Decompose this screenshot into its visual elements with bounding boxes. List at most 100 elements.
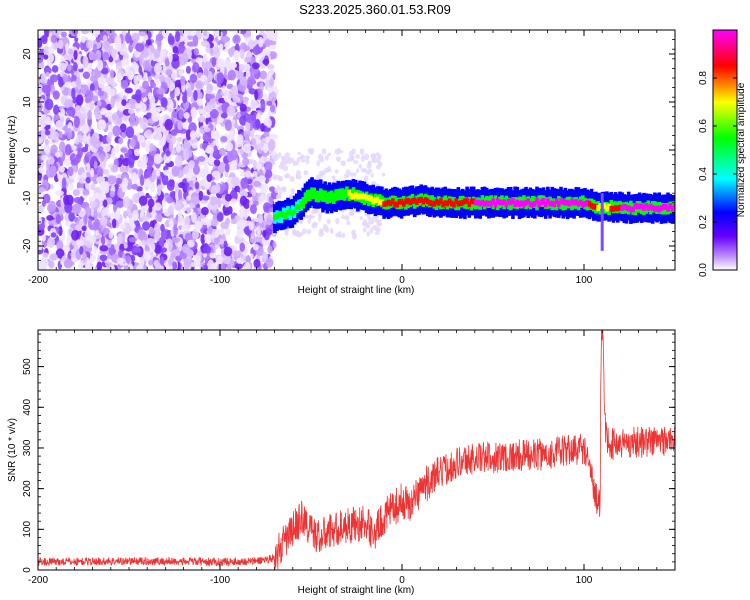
ridge-cell bbox=[275, 212, 279, 219]
noise-blob bbox=[81, 146, 88, 153]
noise-blob bbox=[267, 63, 275, 70]
ridge-cell bbox=[391, 198, 395, 205]
y-tick-label: -10 bbox=[22, 190, 33, 205]
noise-blob bbox=[363, 175, 369, 183]
noise-blob bbox=[218, 147, 226, 156]
noise-blob bbox=[155, 169, 161, 177]
noise-blob bbox=[128, 108, 135, 115]
noise-blob bbox=[194, 181, 200, 190]
noise-blob bbox=[147, 64, 152, 72]
snr-series-line bbox=[38, 330, 675, 570]
noise-blob bbox=[143, 72, 148, 78]
noise-blob bbox=[64, 99, 74, 109]
ridge-cell bbox=[609, 205, 614, 212]
ridge-cell bbox=[524, 199, 528, 206]
ridge-cell bbox=[338, 193, 343, 200]
noise-blob bbox=[252, 243, 259, 251]
noise-blob bbox=[153, 202, 162, 211]
noise-blob bbox=[134, 148, 141, 157]
ridge-cell bbox=[659, 205, 664, 211]
noise-blob bbox=[123, 210, 128, 219]
noise-blob bbox=[93, 30, 99, 38]
noise-blob bbox=[221, 85, 227, 94]
x-tick-label: -200 bbox=[28, 275, 48, 286]
noise-blob bbox=[183, 112, 190, 119]
noise-blob bbox=[88, 196, 94, 202]
ridge-cell bbox=[423, 197, 428, 203]
noise-blob bbox=[130, 138, 136, 148]
noise-blob bbox=[75, 76, 81, 88]
noise-blob bbox=[73, 196, 82, 204]
ridge-cell bbox=[541, 198, 546, 204]
noise-blob bbox=[173, 224, 178, 237]
spectrogram-noise bbox=[38, 30, 386, 270]
ridge-cell bbox=[443, 200, 448, 207]
noise-blob bbox=[139, 162, 148, 169]
noise-blob bbox=[153, 232, 161, 242]
noise-blob bbox=[331, 175, 336, 180]
noise-blob bbox=[142, 221, 150, 231]
noise-blob bbox=[269, 68, 275, 76]
noise-blob bbox=[61, 177, 67, 189]
noise-blob bbox=[82, 71, 91, 80]
noise-blob bbox=[65, 42, 70, 53]
noise-blob bbox=[216, 72, 224, 84]
noise-blob bbox=[48, 45, 55, 55]
noise-blob bbox=[217, 262, 227, 270]
noise-blob bbox=[102, 51, 110, 61]
noise-blob bbox=[90, 167, 95, 178]
ridge-cell bbox=[436, 200, 441, 206]
noise-blob bbox=[58, 62, 67, 72]
noise-blob bbox=[115, 43, 124, 52]
noise-blob bbox=[319, 156, 325, 163]
noise-blob bbox=[60, 31, 67, 38]
noise-blob bbox=[193, 48, 199, 56]
noise-blob bbox=[79, 177, 85, 184]
noise-blob bbox=[55, 119, 64, 130]
noise-blob bbox=[238, 63, 245, 72]
ridge-cell bbox=[408, 199, 413, 206]
noise-blob bbox=[96, 176, 106, 183]
ridge-cell bbox=[581, 195, 585, 207]
noise-blob bbox=[102, 34, 108, 42]
noise-blob bbox=[171, 135, 177, 145]
ridge-cell bbox=[615, 205, 620, 212]
noise-blob bbox=[86, 151, 93, 158]
noise-blob bbox=[202, 195, 210, 201]
noise-blob bbox=[232, 34, 241, 44]
noise-blob bbox=[131, 183, 139, 190]
noise-blob bbox=[234, 263, 243, 270]
noise-blob bbox=[352, 159, 359, 164]
ridge-cell bbox=[668, 203, 673, 209]
ridge-cell bbox=[332, 195, 336, 202]
ridge-cell bbox=[476, 199, 480, 206]
noise-blob bbox=[160, 97, 168, 108]
noise-blob bbox=[184, 216, 191, 226]
noise-blob bbox=[371, 216, 375, 220]
ridge-cell bbox=[578, 199, 583, 206]
noise-blob bbox=[149, 181, 156, 192]
noise-blob bbox=[73, 115, 80, 128]
noise-blob bbox=[365, 221, 370, 228]
noise-blob bbox=[366, 231, 371, 237]
noise-blob bbox=[115, 200, 124, 208]
noise-blob bbox=[278, 190, 283, 195]
noise-blob bbox=[41, 84, 51, 94]
ridge-cell bbox=[629, 206, 633, 213]
noise-blob bbox=[69, 183, 74, 191]
noise-blob bbox=[170, 129, 178, 136]
noise-blob bbox=[87, 109, 92, 120]
noise-blob bbox=[257, 175, 267, 183]
noise-blob bbox=[171, 165, 180, 177]
noise-blob bbox=[96, 261, 103, 270]
ridge-cell bbox=[450, 200, 454, 207]
noise-blob bbox=[265, 136, 270, 144]
noise-blob bbox=[284, 152, 291, 157]
ridge-cell bbox=[478, 200, 482, 207]
noise-blob bbox=[85, 90, 94, 103]
noise-blob bbox=[55, 214, 62, 224]
noise-blob bbox=[38, 187, 46, 193]
noise-blob bbox=[167, 205, 174, 216]
noise-blob bbox=[139, 256, 145, 268]
noise-blob bbox=[160, 247, 167, 253]
